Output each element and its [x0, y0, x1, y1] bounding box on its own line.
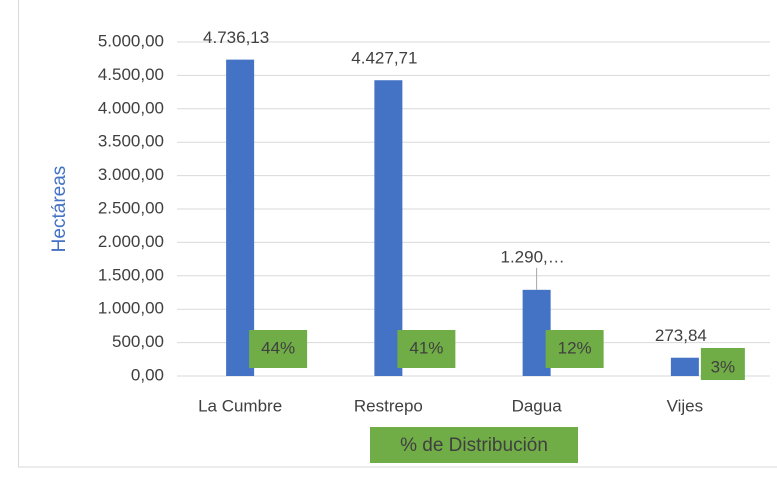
y-tick-label: 2.500,00: [98, 198, 164, 217]
bar: [374, 80, 403, 376]
x-axis-title-box: [370, 427, 578, 463]
x-tick-label: Dagua: [512, 396, 563, 415]
y-tick-label: 0,00: [131, 365, 164, 384]
y-tick-label: 500,00: [112, 332, 164, 351]
bar: [670, 357, 699, 376]
y-tick-label: 3.500,00: [98, 132, 164, 151]
y-tick-label: 2.000,00: [98, 232, 164, 251]
annotation: 44%: [261, 338, 295, 357]
x-tick-label: Vijes: [667, 396, 704, 415]
y-axis-title: Hectáreas: [49, 166, 70, 253]
y-tick-label: 1.000,00: [98, 299, 164, 318]
annotation-box: [249, 330, 308, 368]
value-label: 1.290,…: [500, 247, 564, 266]
value-label: 4.427,71: [351, 49, 417, 68]
annotation-box: [700, 348, 745, 380]
annotation-box: [397, 330, 456, 368]
y-tick-label: 1.500,00: [98, 265, 164, 284]
x-axis-title: % de Distribución: [400, 435, 548, 456]
annotation: 12%: [558, 338, 592, 357]
value-label: 273,84: [655, 326, 707, 345]
annotation: 3%: [711, 357, 736, 376]
y-tick-label: 4.000,00: [98, 98, 164, 117]
annotation-box: [545, 330, 604, 368]
y-tick-label: 4.500,00: [98, 65, 164, 84]
annotation: 41%: [409, 338, 443, 357]
x-tick-label: Restrepo: [354, 396, 423, 415]
y-tick-label: 5.000,00: [98, 31, 164, 50]
y-tick-label: 3.000,00: [98, 165, 164, 184]
x-tick-label: La Cumbre: [198, 396, 282, 415]
bar: [226, 59, 255, 376]
value-label: 4.736,13: [203, 28, 269, 47]
